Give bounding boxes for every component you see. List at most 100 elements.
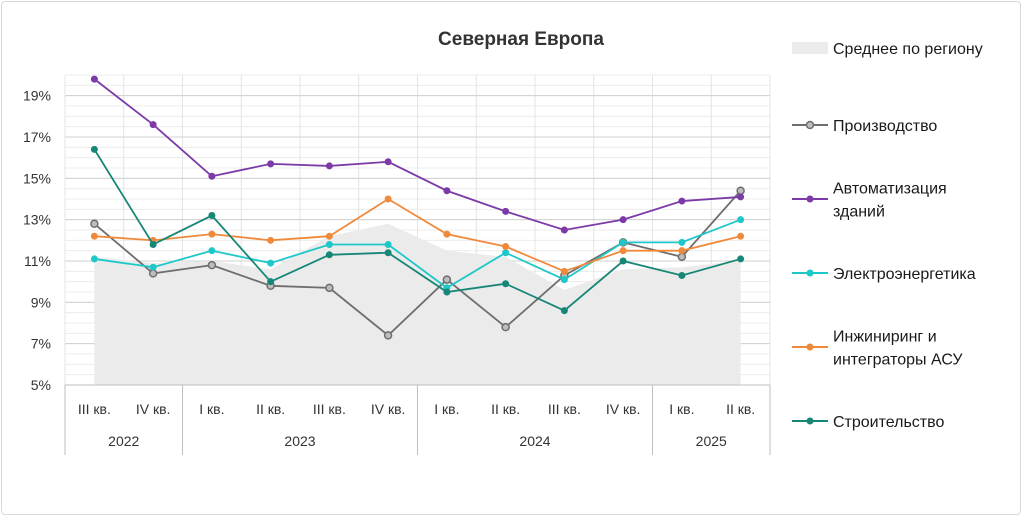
data-point — [384, 158, 392, 166]
data-point — [325, 240, 333, 248]
data-point — [325, 162, 333, 170]
data-point — [267, 160, 275, 168]
data-point — [502, 280, 510, 288]
data-point — [149, 240, 157, 248]
y-tick-label: 11% — [24, 253, 51, 269]
data-point — [207, 260, 217, 270]
data-point — [90, 219, 99, 229]
y-tick-label: 19% — [23, 88, 51, 104]
x-tick-label: I кв. — [669, 401, 694, 417]
x-tick-label: III кв. — [313, 401, 346, 417]
data-point — [384, 240, 392, 248]
data-point — [619, 247, 627, 255]
data-point — [442, 275, 452, 284]
data-point — [677, 252, 687, 262]
legend-swatch-marker — [806, 269, 814, 277]
x-tick-label: IV кв. — [371, 401, 406, 417]
y-tick-label: 9% — [31, 294, 51, 310]
data-point — [737, 255, 745, 263]
y-tick-label: 5% — [31, 377, 51, 393]
legend-label: Производство — [833, 118, 937, 135]
legend-label: Строительство — [833, 414, 944, 431]
legend: Среднее по региону Производство Автоматиза… — [792, 41, 983, 431]
data-point — [90, 232, 98, 240]
y-tick-label: 15% — [23, 170, 51, 186]
series-line-1 — [93, 78, 741, 231]
data-point — [502, 249, 510, 257]
axes: 5% 7% 9% 11% 13% 15% 17% 19% III кв. IV кв. I кв. I… — [23, 88, 771, 455]
year-label: 2025 — [696, 433, 727, 449]
data-point — [90, 255, 98, 263]
data-point — [443, 288, 451, 296]
y-tick-label: 13% — [23, 212, 51, 228]
legend-label: зданий — [833, 204, 885, 221]
data-point — [502, 207, 510, 215]
data-point — [383, 331, 393, 340]
data-point — [208, 247, 216, 255]
data-point — [560, 267, 568, 275]
legend-swatch-area — [792, 42, 828, 54]
year-label: 2022 — [108, 433, 139, 449]
data-point — [267, 259, 275, 267]
data-point — [208, 172, 216, 180]
legend-label: Инжиниринг и — [833, 329, 937, 346]
data-point — [678, 247, 686, 255]
chart-title: Северная Европа — [438, 29, 604, 50]
line-series — [90, 75, 745, 340]
data-point — [560, 226, 568, 234]
data-point — [678, 271, 686, 279]
data-point — [619, 238, 627, 246]
data-point — [443, 230, 451, 238]
data-point — [737, 193, 745, 201]
data-point — [501, 322, 510, 332]
data-point — [325, 232, 333, 240]
data-point — [619, 257, 627, 265]
x-tick-label: IV кв. — [606, 401, 641, 417]
legend-swatch-marker — [806, 195, 814, 203]
data-point — [560, 307, 568, 315]
data-point — [325, 251, 333, 259]
data-point — [267, 236, 275, 244]
data-point — [619, 216, 627, 224]
legend-swatch-marker — [806, 343, 814, 351]
data-point — [90, 145, 98, 153]
area-series — [94, 223, 741, 385]
data-point — [208, 212, 216, 220]
y-tick-label: 7% — [31, 336, 51, 352]
series-line-3 — [94, 197, 741, 273]
x-tick-label: I кв. — [434, 401, 459, 417]
legend-swatch-marker — [805, 120, 815, 130]
data-point — [90, 75, 98, 83]
legend-label: Среднее по региону — [833, 41, 983, 58]
area-average — [94, 223, 741, 385]
data-point — [678, 197, 686, 205]
data-point — [149, 121, 157, 129]
x-tick-label: II кв. — [491, 401, 520, 417]
x-tick-label: III кв. — [78, 401, 111, 417]
x-tick-label: IV кв. — [136, 401, 171, 417]
series-line-2 — [94, 218, 741, 289]
data-point — [502, 243, 510, 251]
data-point — [737, 232, 745, 240]
legend-label: интеграторы АСУ — [833, 352, 963, 369]
data-point — [560, 276, 568, 284]
data-point — [208, 230, 216, 238]
data-point — [267, 278, 275, 286]
data-point — [384, 195, 392, 203]
data-point — [736, 186, 745, 195]
year-label: 2024 — [519, 433, 550, 449]
data-point — [384, 249, 392, 257]
x-tick-label: II кв. — [256, 401, 285, 417]
x-tick-label: I кв. — [199, 401, 224, 417]
data-point — [737, 216, 745, 224]
data-point — [678, 238, 686, 246]
x-tick-label: II кв. — [726, 401, 755, 417]
data-point — [443, 187, 451, 195]
data-point — [148, 269, 158, 278]
legend-label: Автоматизация — [833, 181, 947, 198]
legend-swatch-marker — [806, 417, 814, 425]
legend-label: Электроэнергетика — [833, 266, 976, 283]
y-tick-label: 17% — [23, 129, 51, 145]
